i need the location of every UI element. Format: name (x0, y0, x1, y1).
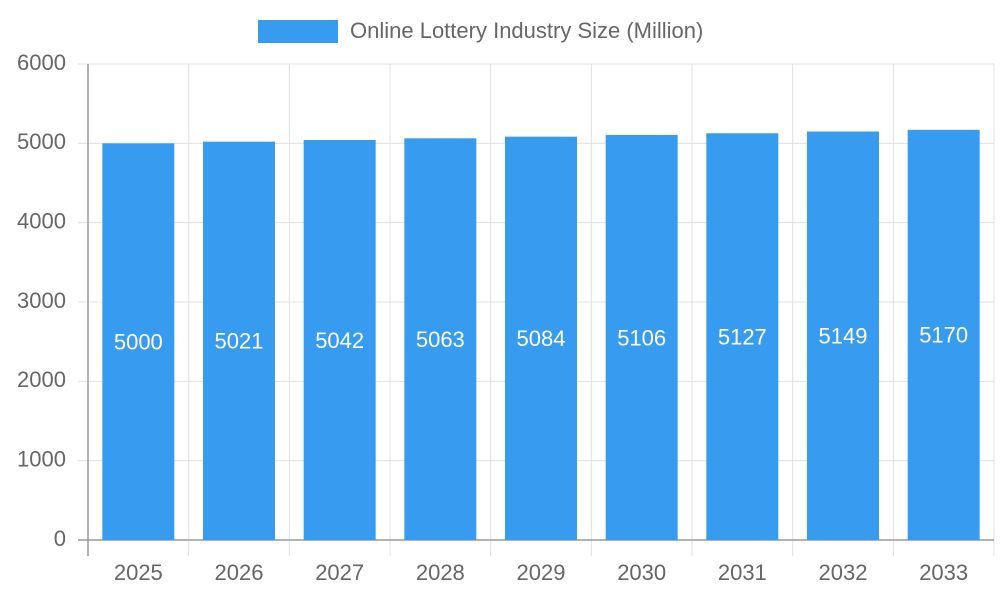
legend-label: Online Lottery Industry Size (Million) (350, 18, 703, 43)
legend-swatch (258, 20, 338, 43)
x-tick-label: 2031 (718, 560, 767, 585)
data-label: 5021 (215, 329, 264, 354)
marks: 5000 5021 5042 5063 5084 5106 5127 5149 5170 (102, 129, 980, 541)
x-tick-label: 2033 (919, 560, 968, 585)
data-label: 5127 (718, 324, 767, 349)
data-label: 5106 (617, 325, 666, 350)
data-label: 5084 (517, 326, 566, 351)
y-tick-label: 4000 (17, 208, 66, 233)
y-tick-label: 5000 (17, 129, 66, 154)
y-tick-label: 0 (54, 526, 66, 551)
data-label: 5149 (819, 324, 868, 349)
x-tick-label: 2026 (215, 560, 264, 585)
x-tick-label: 2029 (517, 560, 566, 585)
bar (505, 136, 577, 541)
data-label: 5000 (114, 329, 163, 354)
bar (102, 143, 175, 541)
x-tick-label: 2025 (114, 560, 163, 585)
bar (303, 140, 376, 540)
y-tick-label: 1000 (17, 446, 66, 471)
data-label: 5063 (416, 327, 465, 352)
bar (404, 138, 477, 540)
bar (605, 134, 678, 540)
data-label: 5170 (919, 323, 968, 348)
y-tick-label: 2000 (17, 367, 66, 392)
bar (706, 133, 779, 540)
bar (203, 141, 275, 540)
bar (807, 131, 879, 540)
x-tick-label: 2028 (416, 560, 465, 585)
bar (907, 129, 980, 540)
y-tick-label: 6000 (17, 50, 66, 75)
x-tick-label: 2030 (617, 560, 666, 585)
x-tick-label: 2027 (315, 560, 364, 585)
data-label: 5042 (315, 328, 364, 353)
y-tick-label: 3000 (17, 288, 66, 313)
x-tick-label: 2032 (819, 560, 868, 585)
